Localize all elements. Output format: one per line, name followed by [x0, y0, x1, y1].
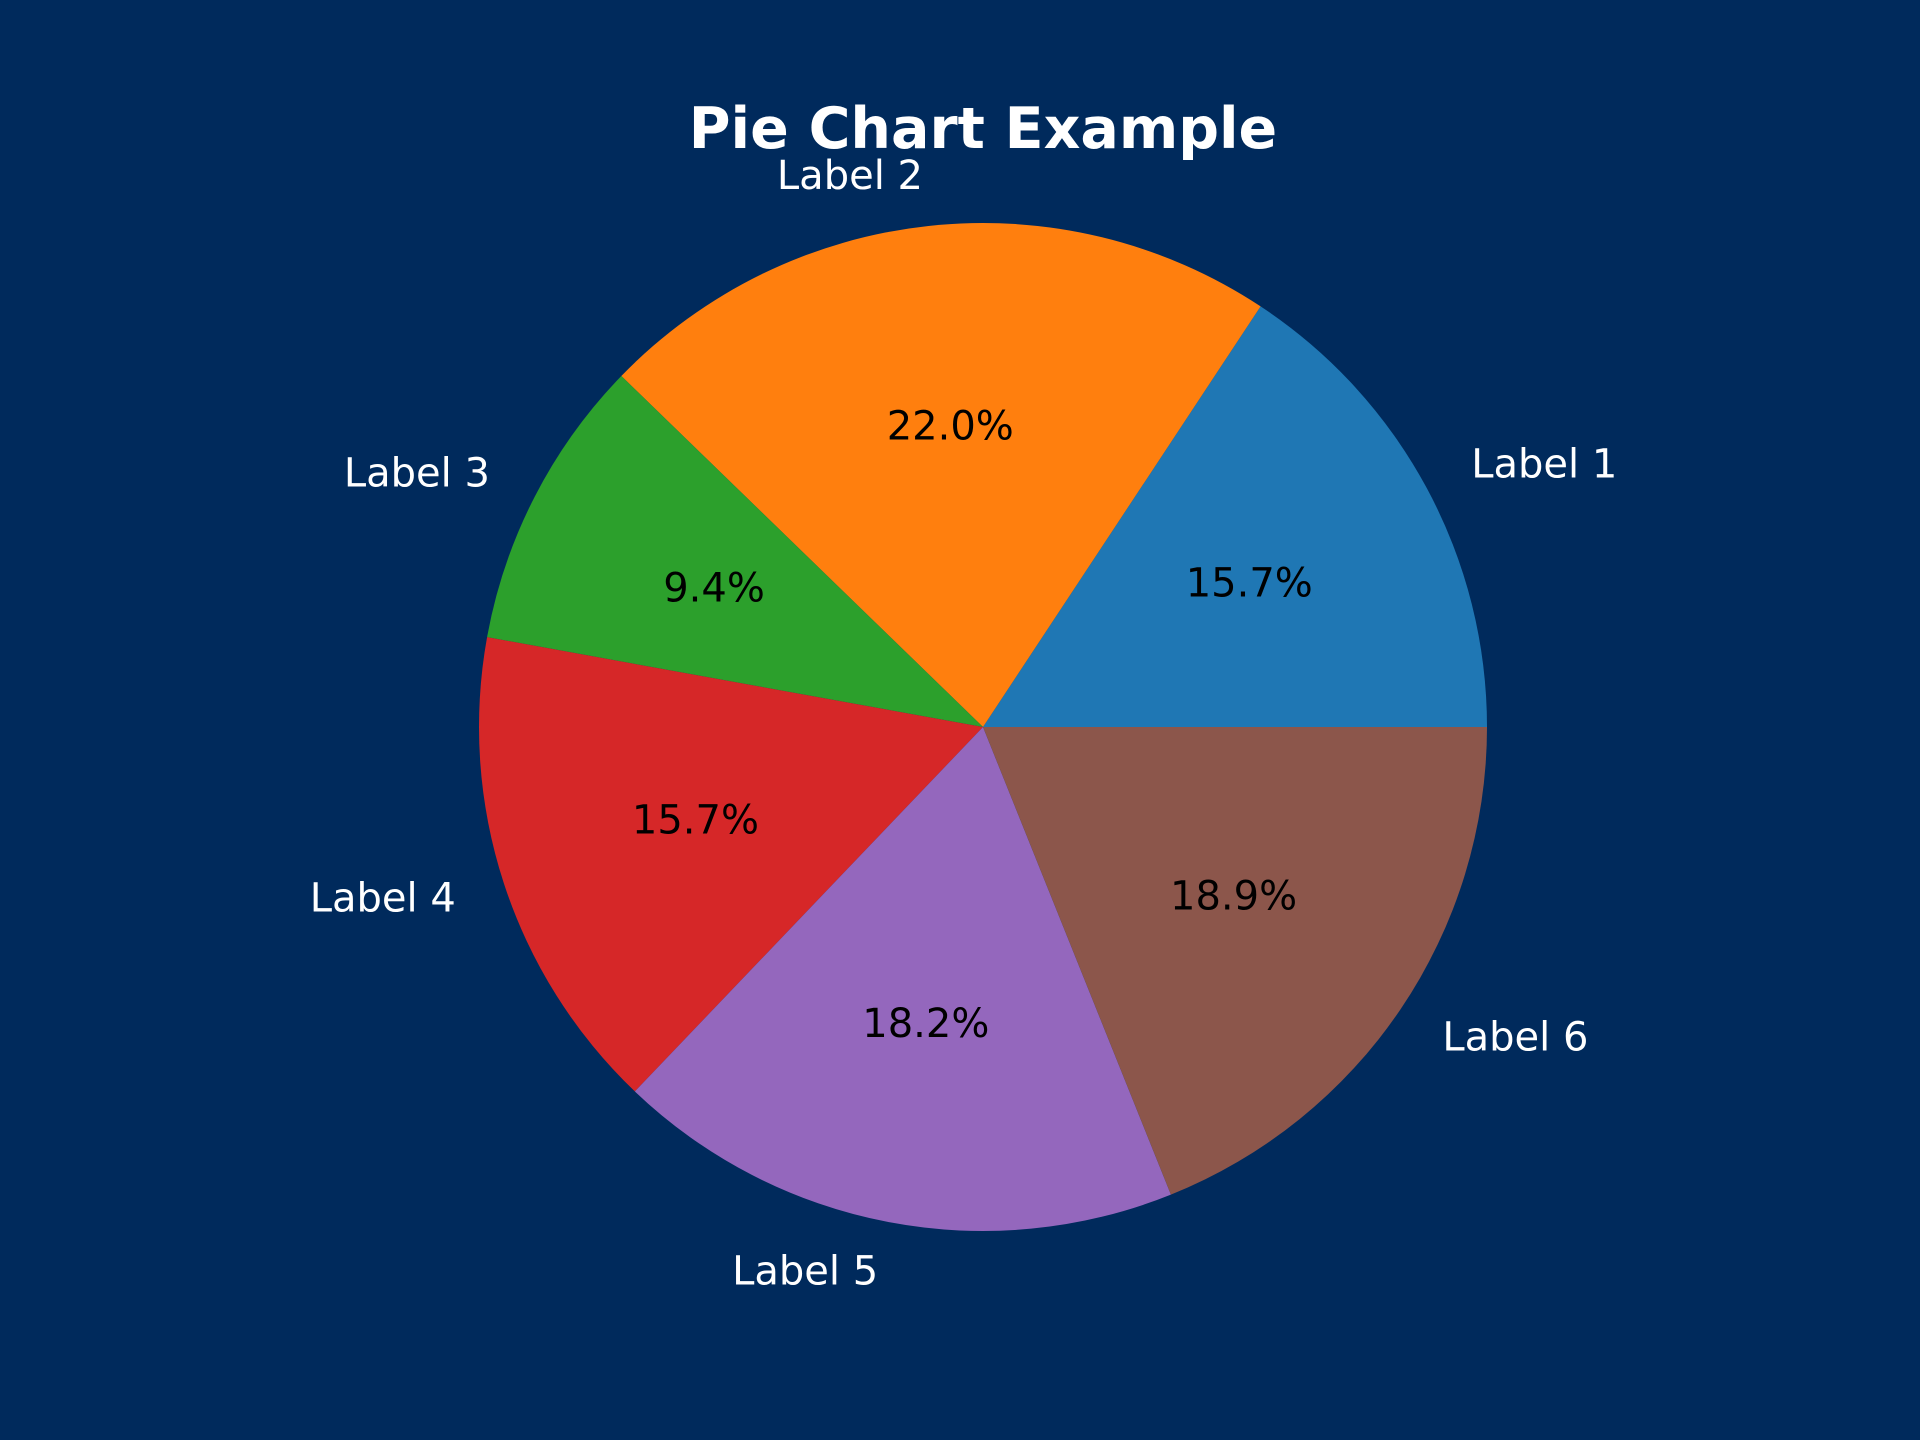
- chart-title: Pie Chart Example: [689, 96, 1277, 162]
- slice-label-2: Label 2: [777, 153, 923, 199]
- slice-percent-6: 18.9%: [1170, 873, 1297, 919]
- slice-label-5: Label 5: [732, 1248, 878, 1294]
- slice-percent-2: 22.0%: [887, 403, 1014, 449]
- pie-labels: Label 1 15.7% Label 2 22.0% Label 3 9.4% Label…: [310, 153, 1618, 1295]
- slice-label-1: Label 1: [1471, 441, 1617, 487]
- pie-slices: [478, 223, 1487, 1232]
- pie-slice-1: [983, 306, 1487, 727]
- pie-slice-5: [634, 727, 1171, 1232]
- slice-percent-4: 15.7%: [632, 798, 759, 844]
- pie-slice-3: [487, 375, 983, 727]
- slice-label-4: Label 4: [310, 875, 456, 921]
- slice-label-6: Label 6: [1442, 1014, 1588, 1060]
- slice-percent-5: 18.2%: [862, 1001, 989, 1047]
- pie-slice-4: [478, 637, 983, 1092]
- slice-label-3: Label 3: [344, 451, 490, 497]
- slice-percent-3: 9.4%: [663, 566, 765, 612]
- pie-slice-2: [621, 223, 1261, 728]
- slice-percent-1: 15.7%: [1186, 561, 1313, 607]
- pie-slice-6: [983, 727, 1487, 1195]
